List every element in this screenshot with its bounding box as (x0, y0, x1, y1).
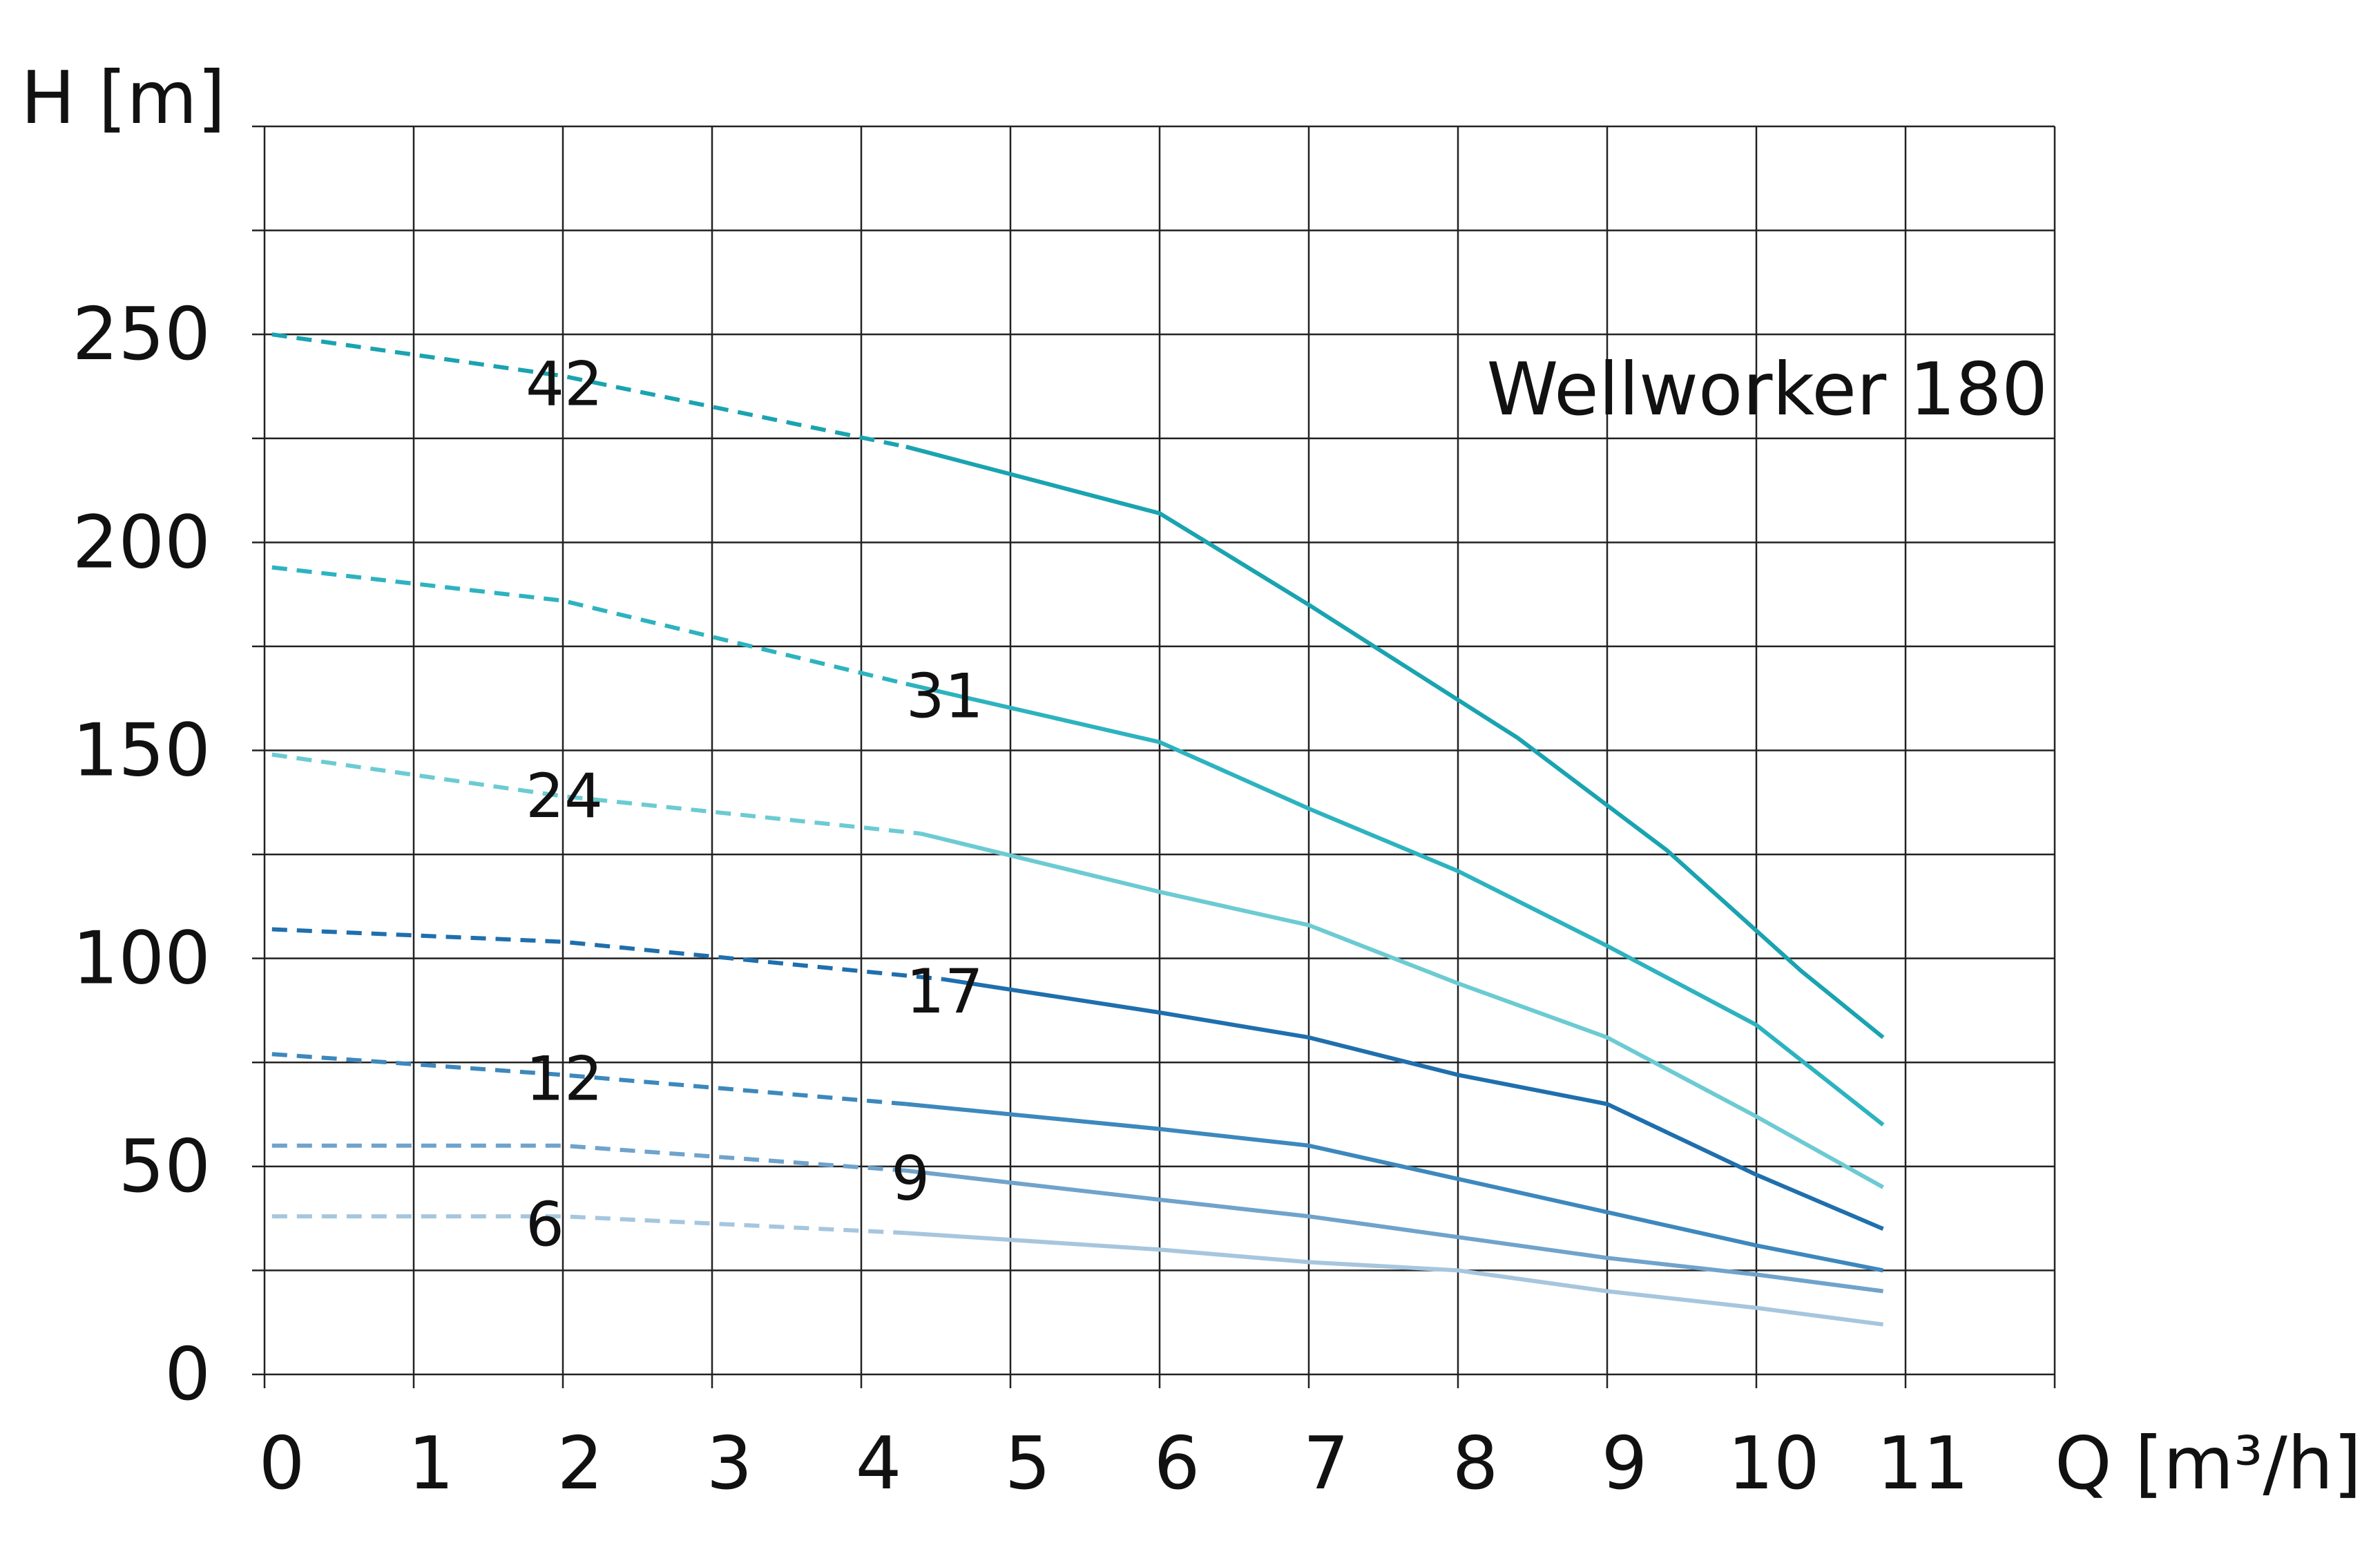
y-tick-label: 250 (73, 292, 211, 376)
curve-17-solid (943, 977, 1884, 1231)
curve-labels: 42 31 24 17 12 9 6 (526, 349, 983, 1260)
curve-17-dashed (271, 927, 944, 981)
grid (252, 125, 2056, 1388)
x-tick-label: 11 (1877, 1421, 1969, 1506)
curve-6-solid (905, 1231, 1883, 1327)
x-tick-label: 10 (1727, 1421, 1820, 1506)
x-tick-label: 8 (1452, 1421, 1499, 1506)
curve-31-solid (905, 682, 1885, 1126)
curve-42-solid (905, 444, 1885, 1039)
curve-6-dashed (271, 1214, 906, 1236)
curve-9-solid (905, 1168, 1883, 1294)
x-tick-label: 6 (1154, 1421, 1200, 1506)
chart-title: Wellworker 180 (1486, 347, 2048, 432)
x-tick-label: 1 (408, 1421, 454, 1506)
x-tick-label: 3 (707, 1421, 753, 1506)
x-tick-label: 5 (1005, 1421, 1051, 1506)
y-tick-label: 0 (164, 1332, 211, 1417)
x-tick-label: 2 (557, 1421, 604, 1506)
curve-label-9: 9 (891, 1143, 930, 1214)
x-tick-label: 0 (259, 1421, 305, 1506)
curve-42-dashed (271, 332, 907, 449)
x-tick-label: 9 (1602, 1421, 1648, 1506)
y-tick-label: 200 (73, 500, 211, 584)
curve-label-6: 6 (526, 1189, 564, 1260)
curve-label-31: 31 (906, 660, 983, 731)
y-axis-label: H [m] (21, 56, 226, 140)
curve-label-42: 42 (526, 349, 603, 420)
x-tick-label: 4 (856, 1421, 902, 1506)
y-tick-label: 100 (73, 917, 211, 1001)
curve-31-dashed (271, 565, 907, 687)
curve-label-24: 24 (526, 760, 603, 832)
curve-12-solid (905, 1102, 1884, 1273)
x-axis-label: Q [m³/h] (2055, 1421, 2361, 1506)
curve-24-solid (920, 832, 1885, 1189)
y-tick-label: 50 (118, 1124, 211, 1209)
curve-label-17: 17 (906, 956, 983, 1027)
x-tick-label: 7 (1303, 1421, 1350, 1506)
curve-24-dashed (271, 752, 921, 836)
pump-curves (271, 332, 1885, 1327)
y-tick-label: 150 (73, 709, 211, 793)
curve-label-12: 12 (526, 1043, 603, 1114)
